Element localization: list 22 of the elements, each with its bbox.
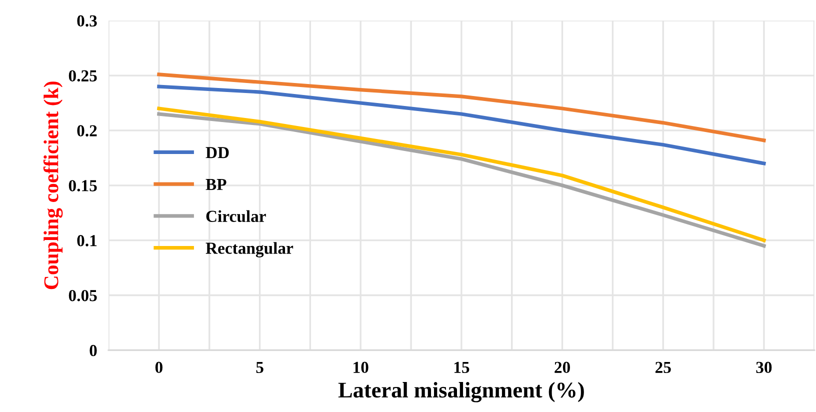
y-tick-label: 0 xyxy=(90,344,97,356)
x-tick-label: 10 xyxy=(354,362,368,374)
x-tick-label: 5 xyxy=(256,362,264,374)
y-tick-label: 0.05 xyxy=(68,290,97,302)
line-series xyxy=(157,84,766,166)
y-tick-label: 0.2 xyxy=(77,125,97,136)
y-tick-label: 0.3 xyxy=(77,15,97,27)
y-tick-label: 0.15 xyxy=(68,180,97,192)
x-tick-label: 20 xyxy=(554,362,570,374)
legend-label: BP xyxy=(206,179,226,190)
y-tick-label: 0.1 xyxy=(77,235,97,246)
y-axis-title: Coupling coefficient (k) xyxy=(43,82,63,290)
y-tick-label: 0.25 xyxy=(68,70,97,82)
x-tick-label: 30 xyxy=(756,362,772,374)
legend-label: DD xyxy=(206,147,229,158)
x-tick-label: 25 xyxy=(655,362,671,374)
legend-label: Rectangular xyxy=(206,242,294,258)
x-tick-label: 15 xyxy=(454,362,470,374)
legend-label: Circular xyxy=(206,210,266,222)
x-tick-label: 0 xyxy=(155,362,162,374)
x-axis-title: Lateral misalignment (%) xyxy=(338,382,584,402)
line-series xyxy=(157,72,766,142)
